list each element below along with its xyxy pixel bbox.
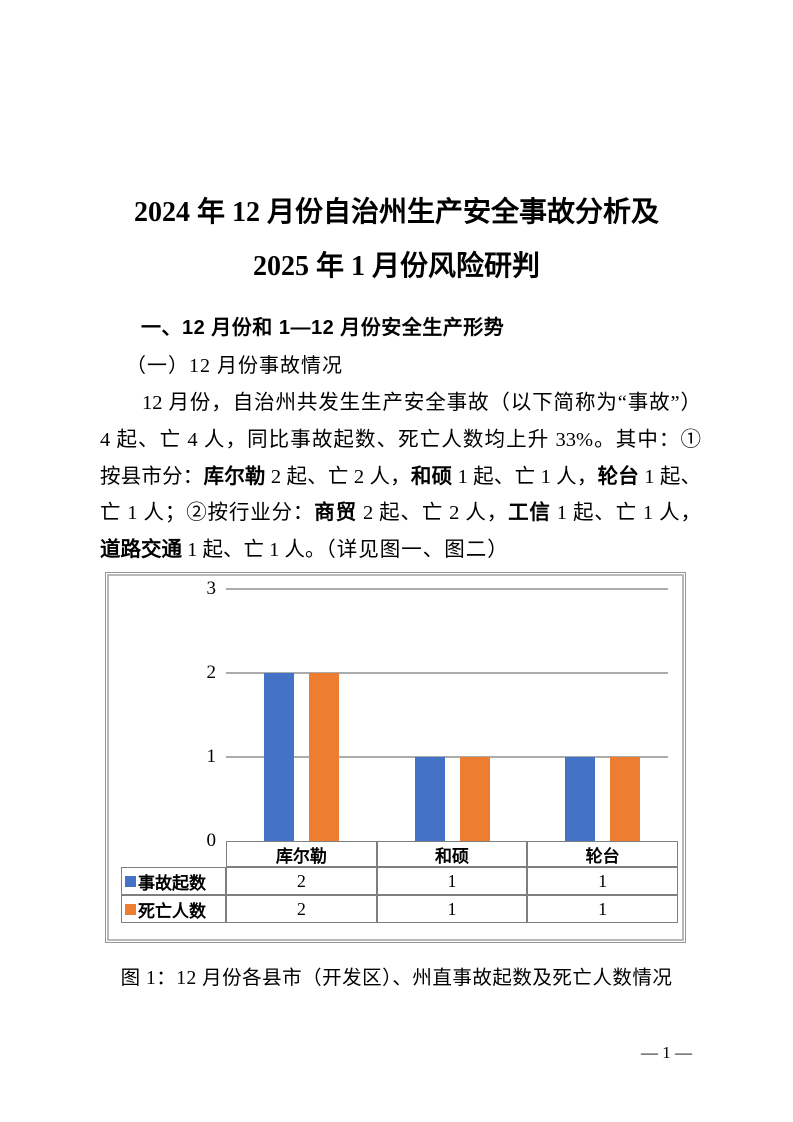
chart-data-table: 库尔勒 和硕 轮台 事故起数 2 1 1 死亡人数 2 1 1 <box>121 841 678 923</box>
body-line: 按县市分：库尔勒 2 起、亡 2 人，和硕 1 起、亡 1 人，轮台 1 起、 <box>100 459 701 496</box>
legend-label: 死亡人数 <box>138 901 206 921</box>
y-axis-tick-label: 3 <box>206 578 217 599</box>
value-cell: 1 <box>376 895 528 923</box>
bold-term: 库尔勒 <box>203 464 266 488</box>
value-cell: 2 <box>226 867 377 895</box>
value-cell: 2 <box>226 895 377 923</box>
body-paragraph: 12 月份，自治州共发生生产安全事故（以下简称为“事故”） 4 起、亡 4 人，同… <box>100 385 701 569</box>
bar-死亡人数-库尔勒 <box>308 673 339 841</box>
document-title-line2: 2025 年 1 月份风险研判 <box>252 251 540 282</box>
bar-死亡人数-轮台 <box>610 757 641 841</box>
bar-事故起数-和硕 <box>414 757 445 841</box>
page-number: — 1 — <box>641 1043 692 1062</box>
bar-死亡人数-和硕 <box>459 757 490 841</box>
y-axis-tick-label: 1 <box>206 746 217 767</box>
legend-swatch-icon <box>125 875 136 887</box>
gridline <box>226 672 668 674</box>
text-run: 2 起、亡 2 人， <box>356 502 509 525</box>
table-corner-cell <box>121 841 226 867</box>
value-cell: 1 <box>527 895 678 923</box>
legend-swatch-icon <box>125 903 136 915</box>
body-line: 12 月份，自治州共发生生产安全事故（以下简称为“事故”） <box>100 385 701 422</box>
section-heading: 一、12 月份和 1—12 月份安全生产形势 <box>141 317 505 339</box>
text-run: 1 起、亡 1 人， <box>550 502 701 525</box>
text-run: 12 月份，自治州共发生生产安全事故（以下简称为“事故”） <box>142 392 701 414</box>
text-run: 1 起、亡 1 人， <box>452 465 598 488</box>
category-header: 和硕 <box>376 841 528 867</box>
bar-事故起数-轮台 <box>565 757 596 841</box>
legend-label: 事故起数 <box>138 873 206 893</box>
body-line: 4 起、亡 4 人，同比事故起数、死亡人数均上升 33%。其中：① <box>100 422 701 459</box>
y-axis-tick-label: 2 <box>206 662 217 683</box>
text-run: 按县市分： <box>100 465 204 488</box>
document-title: 2024 年 12 月份自治州生产安全事故分析及 2025 年 1 月份风险研判 <box>0 186 793 294</box>
bold-term: 轮台 <box>597 464 639 488</box>
category-header: 库尔勒 <box>226 841 377 867</box>
bar-事故起数-库尔勒 <box>263 673 294 841</box>
legend-cell: 事故起数 <box>121 867 226 895</box>
document-title-line1: 2024 年 12 月份自治州生产安全事故分析及 <box>133 197 659 228</box>
value-cell: 1 <box>376 867 528 895</box>
figure-caption: 图 1：12 月份各县市（开发区）、州直事故起数及死亡人数情况 <box>120 968 673 989</box>
text-run: 亡 1 人；②按行业分： <box>100 502 315 525</box>
text-run: 4 起、亡 4 人，同比事故起数、死亡人数均上升 33%。其中：① <box>100 428 701 451</box>
bold-term: 商贸 <box>314 501 357 525</box>
bold-term: 和硕 <box>410 464 453 488</box>
text-run: 2 起、亡 2 人， <box>265 465 411 488</box>
legend-cell: 死亡人数 <box>121 895 226 923</box>
gridline <box>226 588 668 590</box>
kaiti-note: （详见图一、图二） <box>325 539 509 562</box>
plot-area <box>226 588 678 841</box>
y-axis-tick-label: 0 <box>206 830 217 851</box>
value-cell: 1 <box>527 867 678 895</box>
bold-term: 道路交通 <box>100 538 182 562</box>
bold-term: 工信 <box>508 501 551 525</box>
body-line: 亡 1 人；②按行业分：商贸 2 起、亡 2 人，工信 1 起、亡 1 人， <box>100 495 701 532</box>
body-line: 道路交通 1 起、亡 1 人。（详见图一、图二） <box>100 532 701 569</box>
text-run: 1 起、亡 1 人。 <box>182 539 326 562</box>
text-run: 1 起、 <box>638 465 702 488</box>
category-header: 轮台 <box>527 841 678 867</box>
gridline <box>226 756 668 758</box>
subsection-heading: （一）12 月份事故情况 <box>126 355 343 377</box>
